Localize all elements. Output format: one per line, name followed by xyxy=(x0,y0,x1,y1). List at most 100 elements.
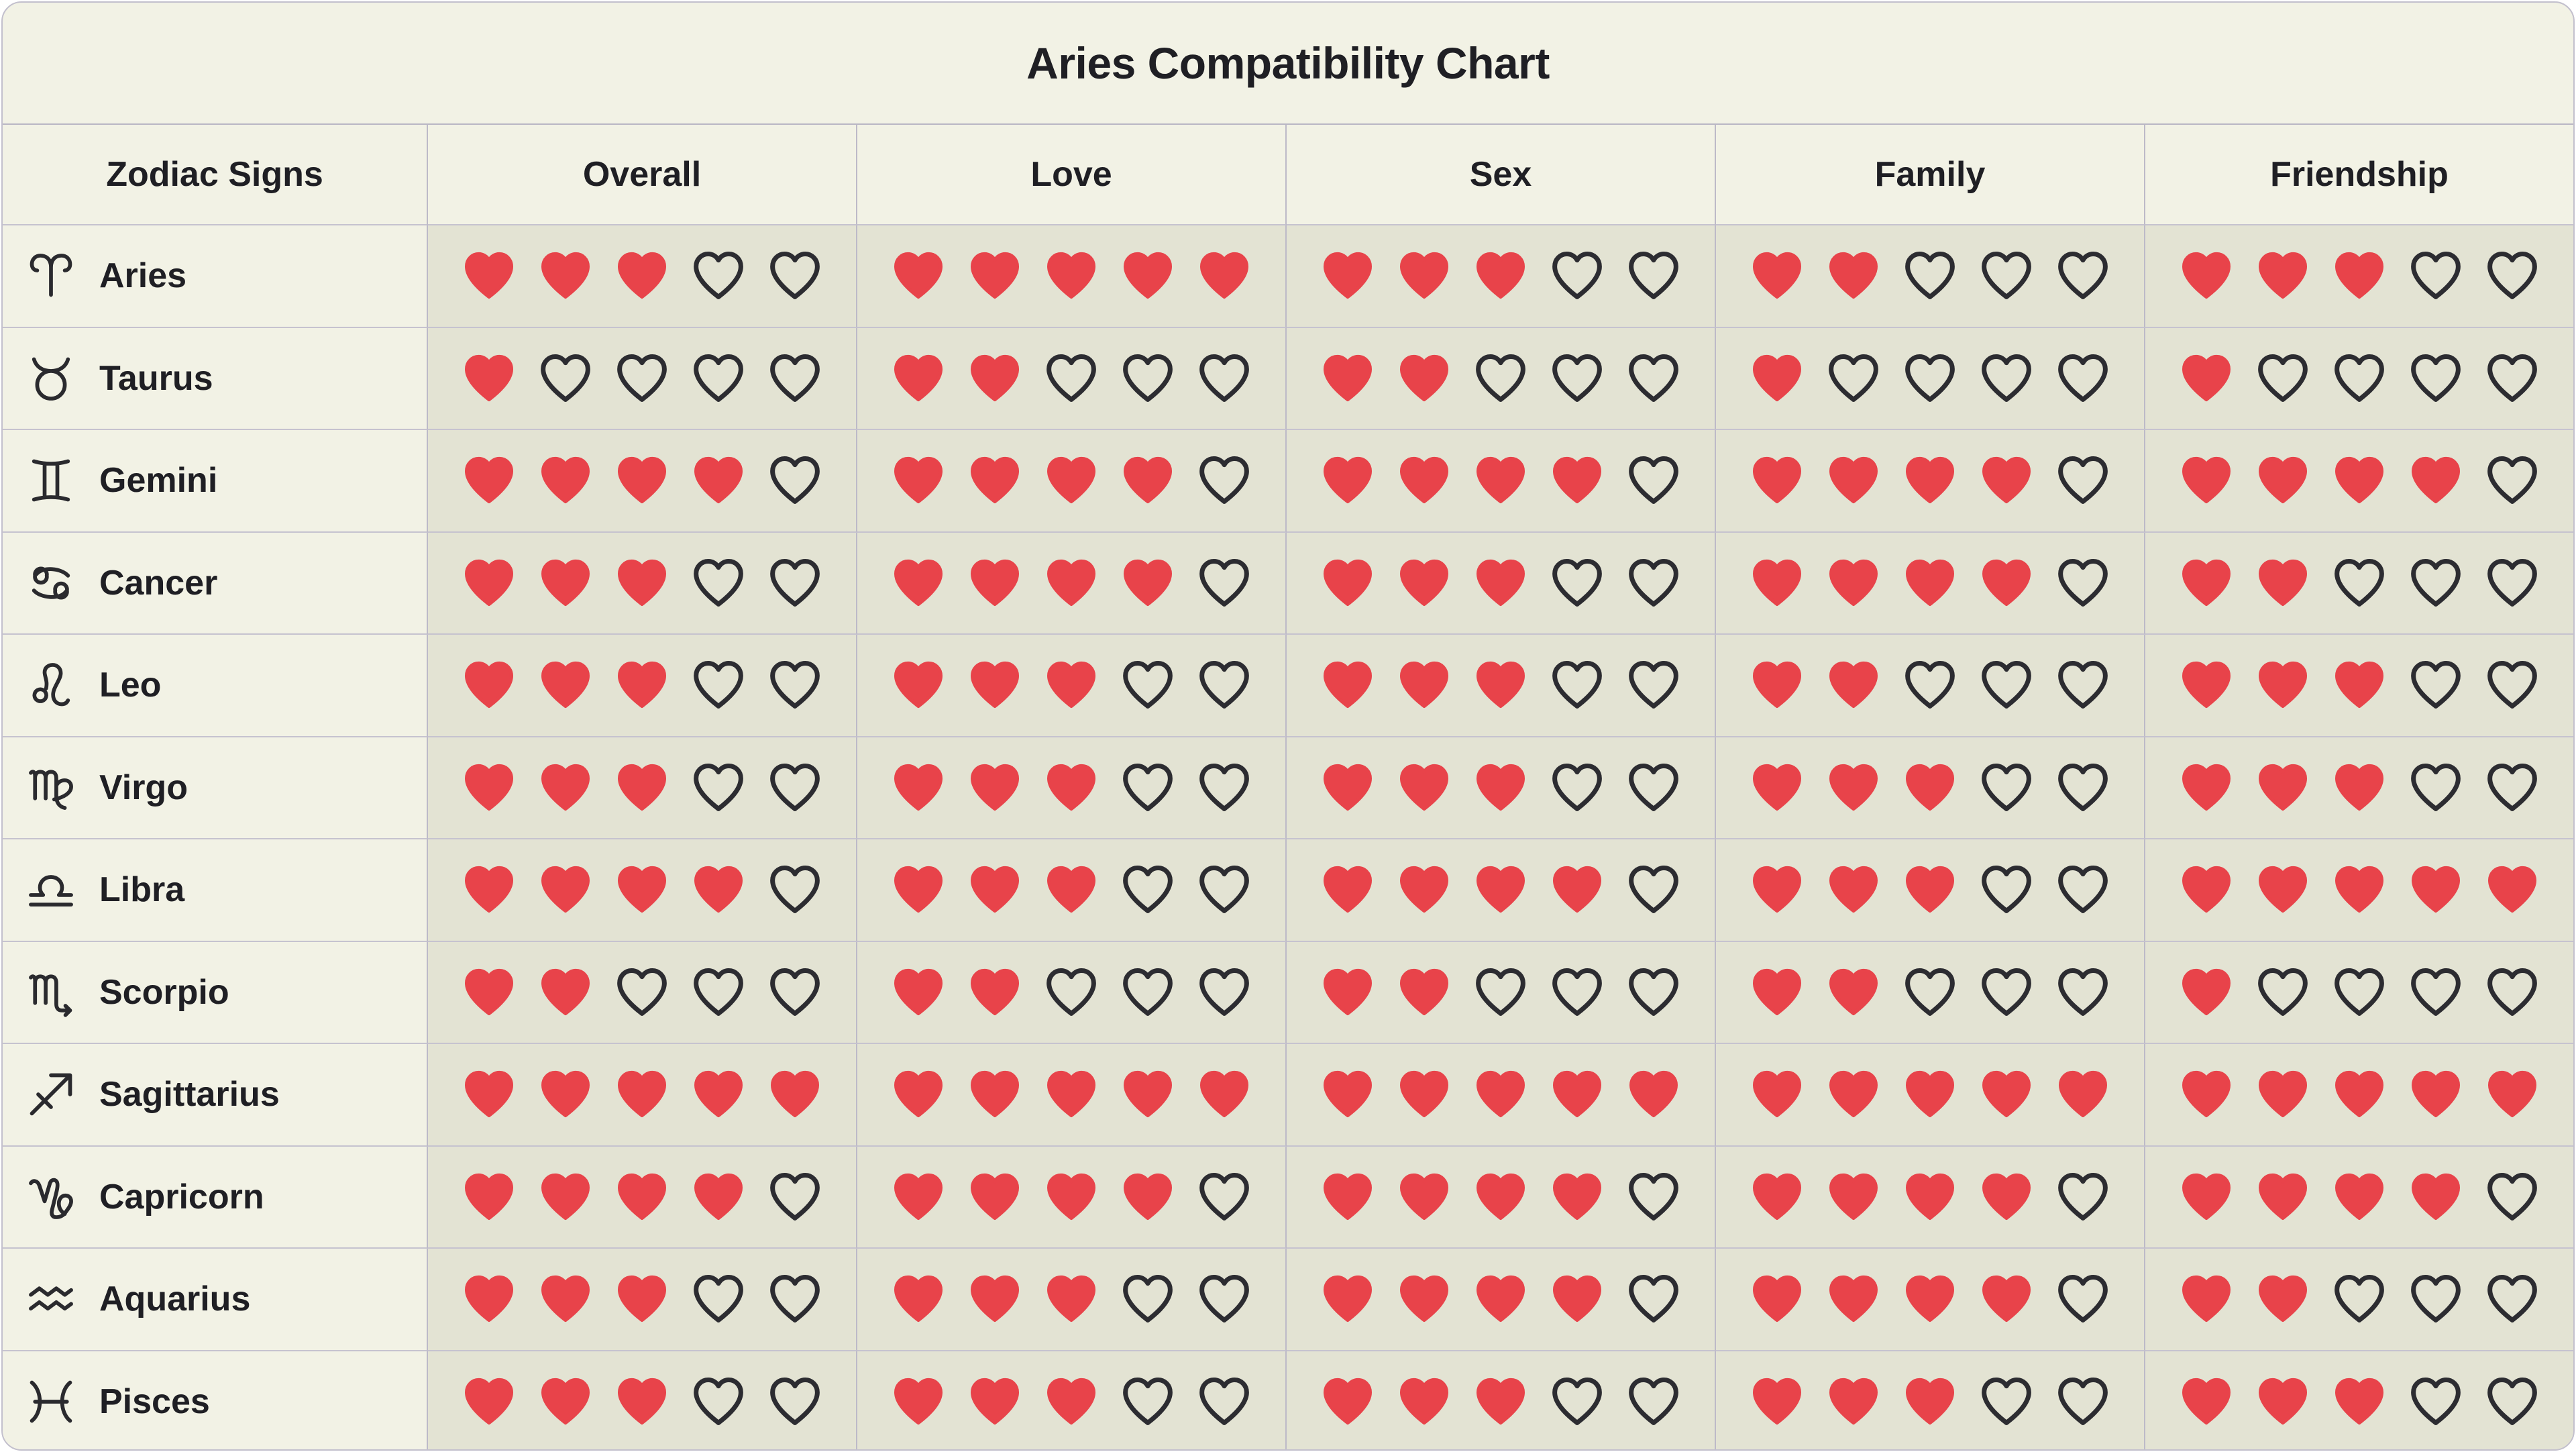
filled-heart-icon xyxy=(1323,1276,1372,1323)
filled-heart-icon xyxy=(1906,1378,1954,1424)
filled-heart-icon xyxy=(2412,866,2460,913)
empty-heart-icon xyxy=(1982,661,2031,709)
filled-heart-icon xyxy=(894,1173,943,1220)
empty-heart-icon xyxy=(2487,252,2537,300)
rating-gemini-sex xyxy=(1287,430,1716,533)
empty-heart-icon xyxy=(1629,1172,1678,1221)
filled-heart-icon xyxy=(465,866,513,913)
sign-label: Capricorn xyxy=(99,1177,264,1216)
filled-heart-icon xyxy=(618,252,666,299)
empty-heart-icon xyxy=(1123,661,1173,709)
filled-heart-icon xyxy=(1553,457,1601,504)
rating-cancer-friendship xyxy=(2145,532,2573,635)
filled-heart-icon xyxy=(1829,252,1878,299)
rating-aries-love xyxy=(857,225,1287,328)
empty-heart-icon xyxy=(2487,763,2537,811)
filled-heart-icon xyxy=(1829,1071,1878,1118)
rating-cancer-overall xyxy=(428,532,857,635)
rating-capricorn-love xyxy=(857,1146,1287,1249)
filled-heart-icon xyxy=(1400,559,1448,606)
empty-heart-icon xyxy=(1552,252,1602,300)
filled-heart-icon xyxy=(1323,252,1372,299)
empty-heart-icon xyxy=(2411,1275,2461,1323)
filled-heart-icon xyxy=(618,559,666,606)
rating-scorpio-sex xyxy=(1287,941,1716,1044)
filled-heart-icon xyxy=(2488,1071,2536,1118)
filled-heart-icon xyxy=(894,1378,943,1424)
empty-heart-icon xyxy=(2487,968,2537,1016)
filled-heart-icon xyxy=(694,1071,743,1118)
empty-heart-icon xyxy=(1629,456,1678,505)
sign-label: Leo xyxy=(99,666,162,705)
empty-heart-icon xyxy=(2058,558,2108,607)
filled-heart-icon xyxy=(465,968,513,1015)
libra-icon xyxy=(29,875,73,907)
sign-label: Cancer xyxy=(99,563,218,603)
filled-heart-icon xyxy=(1400,1378,1448,1424)
scorpio-icon xyxy=(29,974,72,1017)
empty-heart-icon xyxy=(2058,763,2108,811)
empty-heart-icon xyxy=(770,456,820,505)
rating-taurus-family xyxy=(1716,327,2145,430)
rating-sagittarius-friendship xyxy=(2145,1044,2573,1147)
filled-heart-icon xyxy=(770,1071,819,1118)
column-header-love: Love xyxy=(857,125,1287,225)
empty-heart-icon xyxy=(1629,968,1678,1016)
rating-libra-friendship xyxy=(2145,839,2573,942)
rating-scorpio-friendship xyxy=(2145,941,2573,1044)
empty-heart-icon xyxy=(2334,968,2384,1016)
empty-heart-icon xyxy=(1123,763,1173,811)
empty-heart-icon xyxy=(1199,968,1249,1016)
filled-heart-icon xyxy=(1753,968,1801,1015)
filled-heart-icon xyxy=(2182,1173,2231,1220)
rating-aquarius-family xyxy=(1716,1249,2145,1351)
filled-heart-icon xyxy=(541,764,590,811)
empty-heart-icon xyxy=(1982,354,2031,402)
empty-heart-icon xyxy=(1123,354,1173,402)
filled-heart-icon xyxy=(2259,1173,2307,1220)
filled-heart-icon xyxy=(2412,1071,2460,1118)
filled-heart-icon xyxy=(1829,1276,1878,1323)
filled-heart-icon xyxy=(1046,1276,1095,1323)
filled-heart-icon xyxy=(1753,252,1801,299)
filled-heart-icon xyxy=(1323,354,1372,401)
sign-label: Aries xyxy=(99,256,187,296)
filled-heart-icon xyxy=(2259,252,2307,299)
filled-heart-icon xyxy=(2259,1276,2307,1323)
empty-heart-icon xyxy=(1476,968,1525,1016)
empty-heart-icon xyxy=(1629,763,1678,811)
filled-heart-icon xyxy=(1982,1276,2031,1323)
filled-heart-icon xyxy=(1323,1071,1372,1118)
column-header-overall: Overall xyxy=(428,125,857,225)
filled-heart-icon xyxy=(2182,1071,2231,1118)
filled-heart-icon xyxy=(1906,1173,1954,1220)
empty-heart-icon xyxy=(1199,354,1249,402)
filled-heart-icon xyxy=(1046,559,1095,606)
rating-aries-family xyxy=(1716,225,2145,328)
rating-gemini-overall xyxy=(428,430,857,533)
rating-capricorn-friendship xyxy=(2145,1146,2573,1249)
empty-heart-icon xyxy=(2058,661,2108,709)
filled-heart-icon xyxy=(1829,764,1878,811)
filled-heart-icon xyxy=(618,866,666,913)
empty-heart-icon xyxy=(617,968,667,1016)
row-header-gemini: Gemini xyxy=(3,430,428,533)
filled-heart-icon xyxy=(894,764,943,811)
filled-heart-icon xyxy=(541,1276,590,1323)
filled-heart-icon xyxy=(2335,1173,2383,1220)
rating-aries-overall xyxy=(428,225,857,328)
filled-heart-icon xyxy=(465,1378,513,1424)
filled-heart-icon xyxy=(618,1378,666,1424)
empty-heart-icon xyxy=(1199,866,1249,914)
filled-heart-icon xyxy=(541,968,590,1015)
rating-pisces-friendship xyxy=(2145,1351,2573,1449)
empty-heart-icon xyxy=(1905,968,1955,1016)
rating-scorpio-family xyxy=(1716,941,2145,1044)
filled-heart-icon xyxy=(970,764,1019,811)
filled-heart-icon xyxy=(2059,1071,2107,1118)
filled-heart-icon xyxy=(1753,559,1801,606)
row-header-taurus: Taurus xyxy=(3,327,428,430)
rating-gemini-love xyxy=(857,430,1287,533)
empty-heart-icon xyxy=(770,968,820,1016)
filled-heart-icon xyxy=(618,1276,666,1323)
